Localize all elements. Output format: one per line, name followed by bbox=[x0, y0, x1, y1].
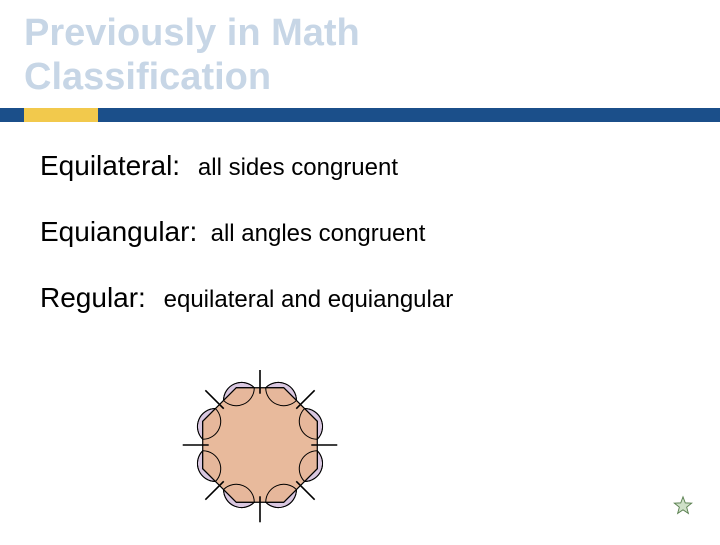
slide-title-block: Previously in Math Classification bbox=[24, 12, 360, 99]
title-line-2: Classification bbox=[24, 56, 360, 100]
divider-yellow bbox=[24, 108, 98, 122]
divider-bar bbox=[0, 108, 720, 122]
star-icon bbox=[672, 495, 694, 522]
description: all angles congruent bbox=[211, 220, 426, 247]
definitions-block: Equilateral: all sides congruent Equiang… bbox=[40, 150, 680, 348]
definition-row: Equilateral: all sides congruent bbox=[40, 150, 680, 182]
octagon-svg bbox=[170, 370, 370, 540]
star-svg bbox=[672, 495, 694, 517]
title-line-1: Previously in Math bbox=[24, 12, 360, 56]
divider-blue bbox=[0, 108, 720, 122]
term: Equilateral: bbox=[40, 150, 180, 181]
description: all sides congruent bbox=[198, 154, 398, 181]
definition-row: Equiangular: all angles congruent bbox=[40, 216, 680, 248]
description: equilateral and equiangular bbox=[164, 286, 454, 313]
term: Regular: bbox=[40, 282, 146, 313]
term: Equiangular: bbox=[40, 216, 197, 247]
regular-octagon-figure bbox=[170, 370, 370, 545]
definition-row: Regular: equilateral and equiangular bbox=[40, 282, 680, 314]
